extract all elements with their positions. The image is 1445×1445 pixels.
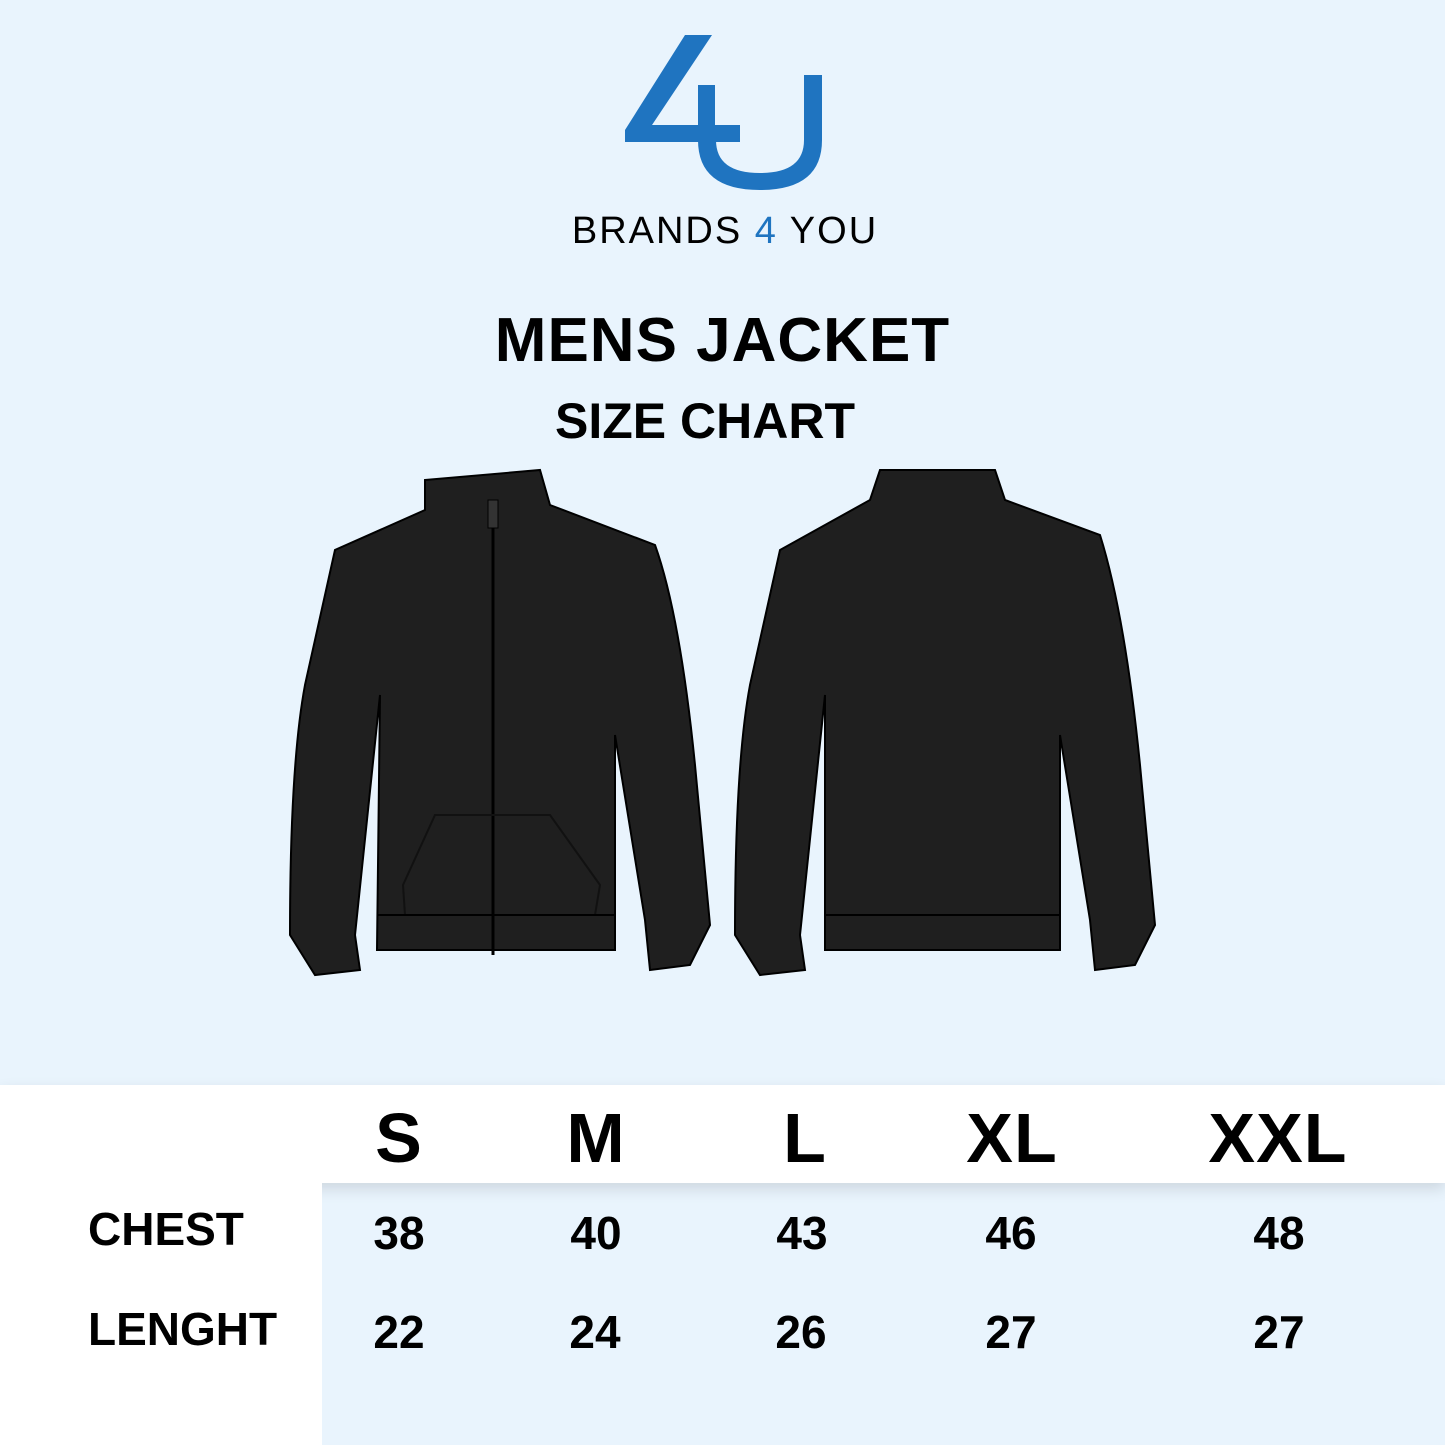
brand-name: BRANDS 4 YOU xyxy=(571,210,879,252)
brand-logo xyxy=(625,35,822,190)
table-cell: 38 xyxy=(373,1207,425,1259)
table-cell: 46 xyxy=(985,1207,1037,1259)
row-label-length: LENGHT xyxy=(88,1303,278,1355)
table-cell: 27 xyxy=(1253,1306,1305,1358)
size-header-s: S xyxy=(375,1099,423,1177)
table-cell: 27 xyxy=(985,1306,1037,1358)
size-header-l: L xyxy=(783,1099,827,1177)
measurement-label-column xyxy=(0,1183,322,1445)
page-subtitle: SIZE CHART xyxy=(555,393,855,449)
jacket-back-image xyxy=(733,469,1157,977)
table-cell: 24 xyxy=(569,1306,621,1358)
size-header-xl: XL xyxy=(966,1099,1058,1177)
table-cell: 22 xyxy=(373,1306,425,1358)
row-label-chest: CHEST xyxy=(88,1203,244,1255)
table-cell: 48 xyxy=(1253,1207,1305,1259)
table-cell: 26 xyxy=(775,1306,827,1358)
table-cell: 43 xyxy=(776,1207,828,1259)
jacket-front-image xyxy=(288,468,712,977)
size-header-xxl: XXL xyxy=(1208,1099,1348,1177)
page-title: MENS JACKET xyxy=(494,306,951,375)
size-header-row xyxy=(0,1085,1445,1183)
size-header-m: M xyxy=(566,1099,626,1177)
table-cell: 40 xyxy=(570,1207,622,1259)
